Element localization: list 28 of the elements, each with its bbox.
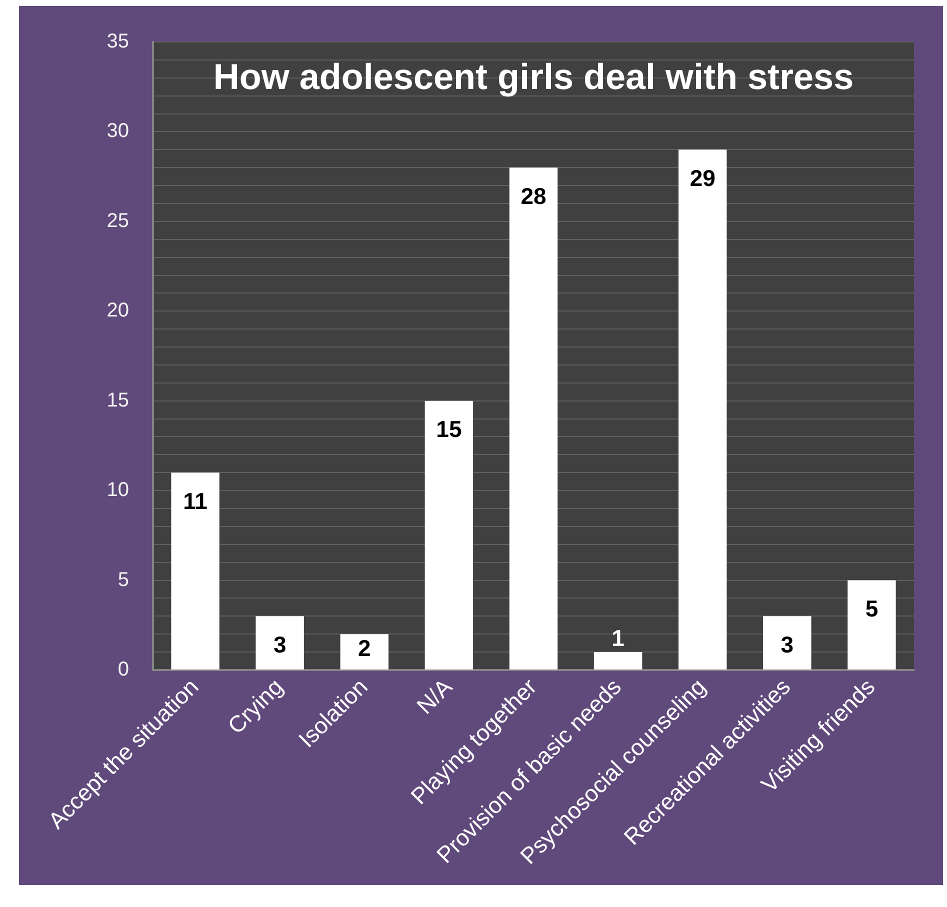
y-tick-label: 0	[118, 658, 129, 681]
data-label: 1	[612, 624, 625, 651]
bar	[763, 616, 812, 670]
data-label: 15	[436, 416, 462, 442]
data-label: 3	[780, 632, 794, 658]
bar	[340, 634, 388, 670]
data-label: 11	[183, 488, 208, 514]
bar	[678, 150, 727, 670]
bar	[256, 616, 304, 670]
bar	[424, 400, 474, 670]
data-label: 5	[865, 596, 878, 622]
data-label: 3	[273, 632, 286, 658]
y-tick-label: 20	[106, 300, 129, 322]
chart-title: How adolescent girls deal with stress	[213, 56, 854, 97]
bar	[848, 580, 896, 670]
x-tick-label: N/A	[411, 672, 458, 719]
bar	[509, 168, 558, 670]
data-label: 29	[690, 165, 716, 191]
y-tick-label: 30	[106, 120, 129, 142]
y-tick-label: 25	[106, 210, 129, 232]
bar	[171, 472, 220, 670]
y-tick-label: 15	[106, 389, 129, 412]
data-label: 28	[520, 182, 546, 209]
y-tick-label: 5	[118, 568, 129, 591]
y-tick-label: 10	[106, 479, 129, 502]
data-label: 2	[358, 634, 371, 661]
y-tick-label: 35	[106, 30, 129, 53]
bar	[594, 652, 642, 670]
